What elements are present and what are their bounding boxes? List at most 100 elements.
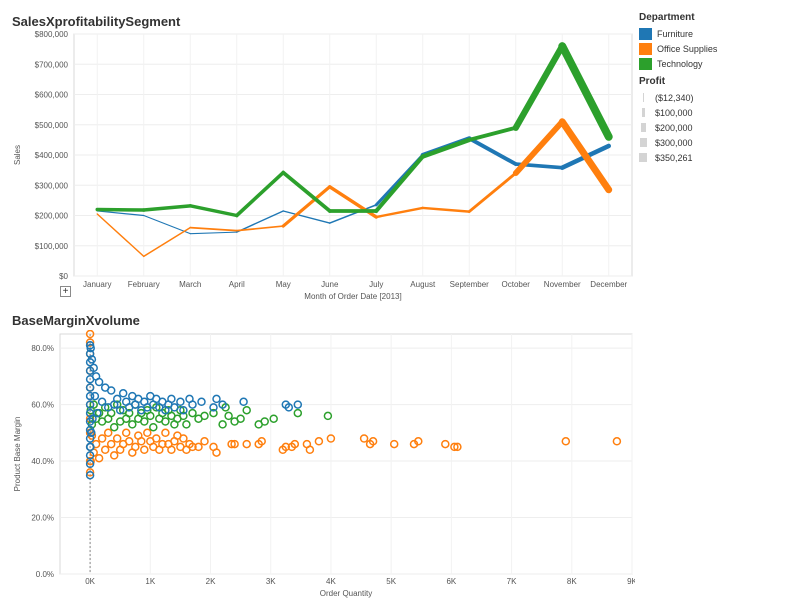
scatter-point-technology: [155, 414, 164, 423]
scatter-point-furniture: [176, 397, 185, 407]
scatter-point-furniture: [85, 357, 95, 367]
scatter-point-office-supplies: [227, 439, 236, 449]
scatter-point-furniture: [100, 383, 110, 392]
scatter-point-technology: [182, 420, 191, 429]
profit-legend-item: $200,000: [639, 120, 799, 135]
line-segment-technology: [188, 204, 239, 218]
scatter-point-furniture: [281, 400, 291, 409]
scatter-point-furniture: [146, 391, 155, 401]
scatter-point-office-supplies: [314, 437, 324, 446]
scatter-point-office-supplies: [164, 439, 173, 449]
x-tick-label: February: [128, 280, 160, 289]
x-tick-label: 3K: [266, 577, 276, 586]
line-segment-office-supplies: [96, 213, 145, 258]
x-tick-label: March: [179, 280, 201, 289]
scatter-point-furniture: [103, 403, 113, 412]
scatter-point-office-supplies: [453, 442, 462, 452]
line-segment-office-supplies: [143, 226, 191, 258]
scatter-point-technology: [109, 422, 119, 432]
scatter-point-office-supplies: [112, 434, 122, 443]
x-tick-label: 8K: [567, 577, 577, 586]
scatter-point-technology: [134, 414, 143, 423]
legend-item-furniture[interactable]: Furniture: [639, 26, 799, 41]
scatter-point-technology: [149, 422, 158, 432]
scatter-point-office-supplies: [85, 338, 95, 347]
legend: Department Furniture Office Supplies Techn…: [639, 12, 799, 165]
scatter-point-furniture: [85, 470, 95, 480]
profit-legend-item: $100,000: [639, 105, 799, 120]
profit-label: ($12,340): [655, 92, 694, 103]
line-segment-technology: [234, 170, 286, 218]
line-segment-office-supplies: [467, 171, 518, 214]
profit-size-cell: [639, 153, 655, 162]
scatter-point-furniture: [293, 400, 303, 409]
line-segment-furniture: [282, 210, 331, 224]
legend-item-office-supplies[interactable]: Office Supplies: [639, 41, 799, 56]
scatter-point-office-supplies: [109, 451, 119, 460]
profit-label: $100,000: [655, 107, 693, 118]
scatter-point-office-supplies: [230, 439, 239, 449]
legend-label: Furniture: [657, 28, 694, 39]
y-axis-title: Product Base Margin: [13, 417, 22, 492]
line-segment-office-supplies: [558, 118, 613, 194]
line-segment-furniture: [328, 204, 378, 224]
y-tick-label: $300,000: [35, 181, 69, 190]
y-tick-label: $700,000: [35, 60, 69, 69]
x-tick-label: 9K: [627, 577, 635, 586]
profit-size-swatch: [642, 93, 644, 102]
scatter-point-office-supplies: [134, 431, 143, 440]
scatter-point-office-supplies: [140, 445, 149, 455]
profit-legend-item: $350,261: [639, 150, 799, 165]
scatter-point-furniture: [85, 391, 95, 401]
line-segment-office-supplies: [421, 206, 471, 213]
scatter-point-furniture: [85, 374, 95, 384]
y-axis-title: Sales: [13, 145, 22, 165]
scatter-point-office-supplies: [161, 428, 170, 438]
x-tick-label: 0K: [85, 577, 95, 586]
scatter-point-office-supplies: [302, 439, 312, 449]
x-tick-label: June: [321, 280, 339, 289]
scatter-point-office-supplies: [254, 439, 263, 449]
x-tick-label: 4K: [326, 577, 336, 586]
scatter-point-office-supplies: [450, 442, 459, 452]
scatter-point-office-supplies: [612, 437, 622, 446]
y-tick-label: 0.0%: [36, 570, 54, 579]
scatter-point-office-supplies: [209, 442, 218, 452]
scatter-point-furniture: [90, 391, 100, 401]
scatter-point-office-supplies: [200, 437, 209, 446]
y-tick-label: 40.0%: [31, 457, 54, 466]
x-tick-label: May: [276, 280, 291, 289]
x-tick-label: January: [83, 280, 111, 289]
profit-size-swatch: [641, 108, 645, 117]
scatter-point-office-supplies: [143, 428, 152, 438]
profit-size-swatch: [639, 138, 647, 147]
scatter-point-furniture: [85, 417, 95, 426]
y-tick-label: $100,000: [35, 242, 69, 251]
scatter-point-office-supplies: [561, 437, 571, 446]
x-tick-label: 6K: [446, 577, 456, 586]
x-tick-label: 1K: [145, 577, 155, 586]
x-tick-label: 5K: [386, 577, 396, 586]
x-tick-label: August: [410, 280, 436, 289]
line-segment-furniture: [236, 210, 284, 233]
scatter-point-furniture: [128, 391, 137, 401]
scatter-point-furniture: [118, 389, 128, 398]
scatter-point-furniture: [85, 459, 95, 469]
legend-label: Technology: [657, 58, 703, 69]
profit-size-swatch: [640, 123, 646, 132]
line-segment-technology: [142, 204, 192, 212]
scatter-point-office-supplies: [278, 445, 288, 455]
line-segment-office-supplies: [235, 225, 285, 232]
scatter-point-furniture: [179, 405, 188, 415]
y-tick-label: $200,000: [35, 212, 69, 221]
scatter-point-office-supplies: [146, 437, 155, 446]
legend-item-technology[interactable]: Technology: [639, 56, 799, 71]
profit-legend-item: ($12,340): [639, 90, 799, 105]
expand-button[interactable]: +: [60, 286, 71, 297]
y-tick-label: $400,000: [35, 151, 69, 160]
chart1-title: SalesXprofitabilitySegment: [12, 14, 181, 29]
scatter-point-furniture: [218, 400, 227, 409]
scatter-point-technology: [230, 417, 239, 426]
scatter-point-furniture: [85, 425, 95, 435]
profit-legend-title: Profit: [639, 76, 666, 87]
